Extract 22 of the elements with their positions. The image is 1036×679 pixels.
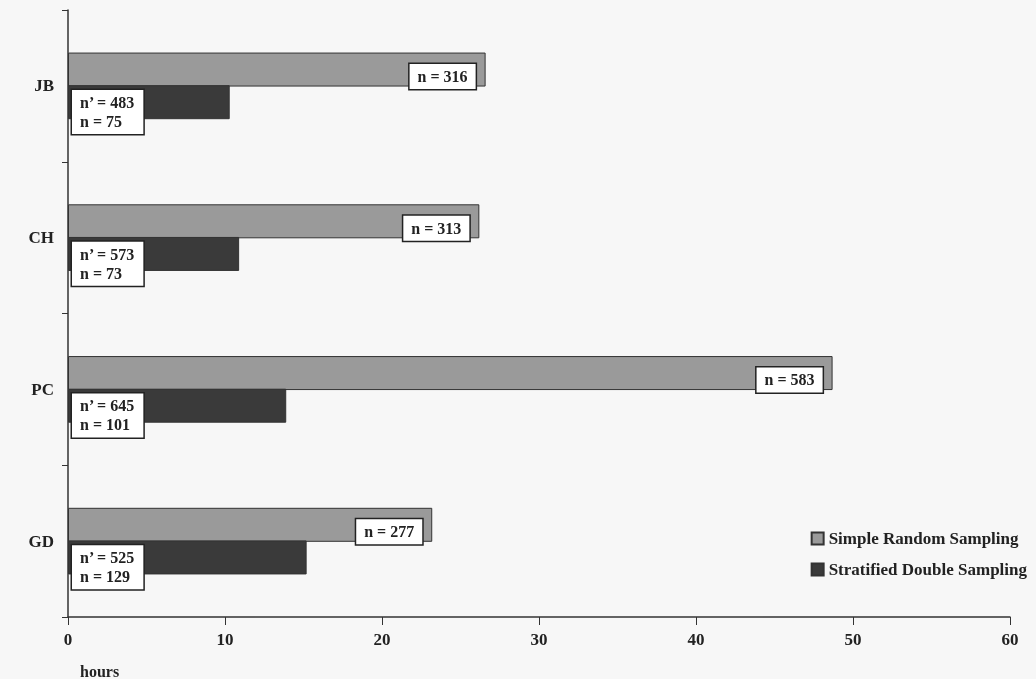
annotation: n = 313 [411,219,462,237]
y-tick-label: CH [28,228,54,248]
annotation: n’ = 573 n = 73 [80,245,135,282]
x-tick-label: 10 [216,630,234,649]
x-tick-label: 30 [530,630,548,649]
y-tick-label: JB [34,76,54,96]
annotation: n = 277 [364,523,415,541]
annotation: n = 316 [417,67,468,85]
y-tick-label: GD [28,531,54,551]
y-tick-label: PC [31,379,54,399]
legend-label: Stratified Double Sampling [828,560,1028,579]
x-axis-title: hours [80,662,120,679]
annotation: n’ = 483 n = 75 [80,93,135,130]
x-tick-label: 40 [687,630,705,649]
annotation: n’ = 525 n = 129 [80,549,135,586]
annotation: n = 583 [764,371,815,389]
x-tick-label: 50 [844,630,862,649]
annotation: n’ = 645 n = 101 [80,397,135,434]
legend-label: Simple Random Sampling [828,529,1020,548]
x-tick-label: 60 [1001,630,1019,649]
x-tick-label: 0 [63,630,73,649]
x-tick-label: 20 [373,630,391,649]
